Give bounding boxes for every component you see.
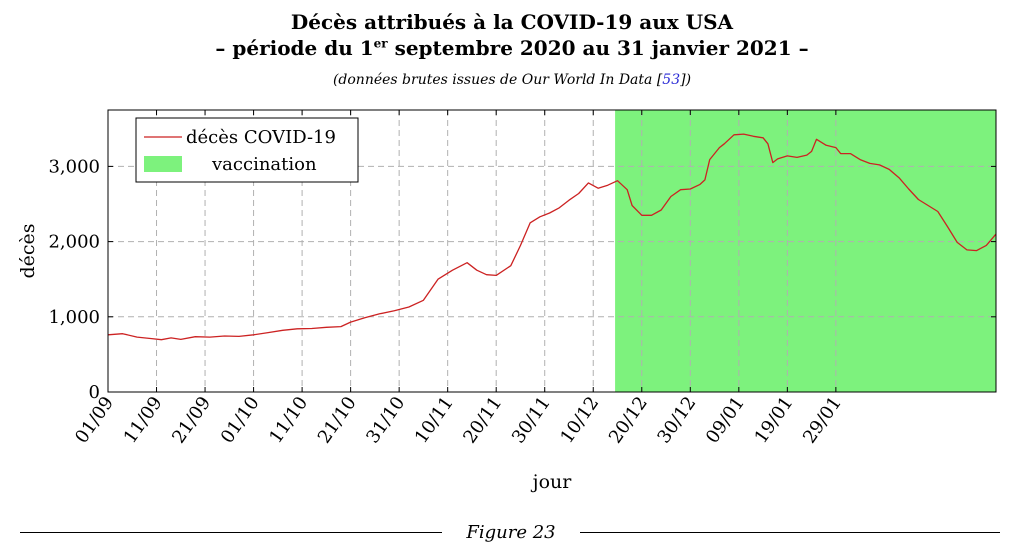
- figure-caption: Figure 23: [0, 522, 1024, 543]
- caption-rule-left: [20, 532, 442, 533]
- x-tick-label: 10/12: [556, 393, 603, 448]
- x-tick-label: 21/10: [314, 393, 361, 448]
- x-tick-label: 10/11: [411, 393, 458, 448]
- y-tick-label: 3,000: [48, 156, 100, 177]
- x-tick-label: 29/01: [799, 393, 846, 448]
- x-tick-label: 11/09: [120, 393, 167, 448]
- x-tick-label: 11/10: [265, 393, 312, 448]
- title-line2-suffix: septembre 2020 au 31 janvier 2021 –: [387, 36, 809, 60]
- subtitle-suffix: ]): [680, 72, 692, 88]
- line-chart: 0 1,000 2,000 3,000 01/09 11/09 21/09 01/10 11/1…: [17, 109, 997, 493]
- title-line2-prefix: – période du 1: [215, 36, 374, 60]
- legend-label-vaccination: vaccination: [211, 154, 317, 175]
- reference-link[interactable]: 53: [662, 72, 681, 88]
- x-axis-label: jour: [531, 471, 573, 493]
- figure-label: Figure 23: [466, 522, 556, 543]
- x-tick-label: 01/09: [71, 393, 118, 448]
- x-tick-label: 31/10: [362, 393, 409, 448]
- x-tick-label: 19/01: [750, 393, 797, 448]
- x-tick-label: 30/11: [508, 393, 555, 448]
- x-tick-label: 20/12: [605, 393, 652, 448]
- x-tick-label: 01/10: [217, 393, 264, 448]
- x-tick-label: 21/09: [168, 393, 215, 448]
- x-tick-label: 09/01: [702, 393, 749, 448]
- vaccination-period-area: [615, 110, 996, 392]
- legend-swatch-vaccination: [144, 156, 182, 172]
- series-line-deces: [107, 133, 997, 341]
- x-tick-label: 20/11: [459, 393, 506, 448]
- chart-subtitle: (données brutes issues de Our World In D…: [0, 72, 1024, 88]
- y-tick-label: 1,000: [48, 307, 100, 328]
- legend-label-deces: décès COVID-19: [186, 127, 336, 148]
- y-tick-label: 2,000: [48, 232, 100, 253]
- title-line2-superscript: er: [373, 36, 388, 51]
- x-tick-label: 30/12: [653, 393, 700, 448]
- subtitle-prefix: (données brutes issues de Our World In D…: [332, 72, 663, 88]
- caption-rule-right: [580, 532, 1000, 533]
- y-tick-label: 0: [89, 382, 100, 403]
- y-axis-label: décès: [17, 223, 39, 278]
- plot-frame: [107, 109, 997, 393]
- chart-title-line-2: – période du 1er septembre 2020 au 31 ja…: [0, 36, 1024, 60]
- chart-title-line-1: Décès attribués à la COVID-19 aux USA: [290, 10, 734, 34]
